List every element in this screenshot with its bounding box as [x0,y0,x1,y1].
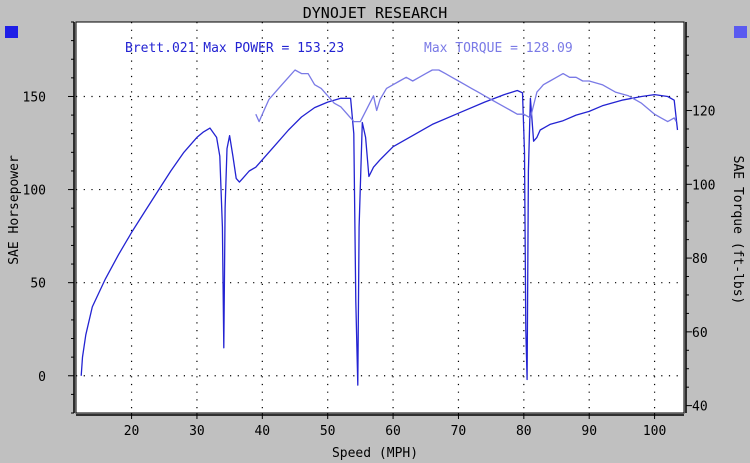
y-left-tick-label: 0 [38,370,46,385]
power-annotation: Brett.021 Max POWER = 153.23 [125,41,344,56]
x-tick-label: 100 [643,424,666,439]
y-left-tick-label: 150 [23,90,46,105]
plot-area [76,22,684,413]
torque-line [255,69,677,123]
x-tick-label: 70 [451,424,467,439]
y-axis-label-left: SAE Horsepower [7,155,22,265]
series-group [80,69,679,386]
x-tick-label: 80 [516,424,532,439]
x-tick-label: 40 [254,424,270,439]
plot-frame [73,21,687,416]
x-axis-label: Speed (MPH) [332,446,418,461]
x-tick-label: 90 [581,424,597,439]
y-right-tick-label: 80 [692,252,708,267]
y-right-tick-label: 120 [692,105,715,120]
x-tick-label: 20 [124,424,140,439]
torque-annotation: Max TORQUE = 128.09 [424,41,573,56]
power-legend-swatch [5,26,18,38]
axis-ticks: 20 30 40 50 60 70 80 90 100 0 50 100 150 40 60 80 100 120 [23,21,715,439]
y-right-tick-label: 40 [692,400,708,415]
x-tick-label: 50 [320,424,336,439]
y-left-tick-label: 50 [30,277,46,292]
y-left-tick-label: 100 [23,184,46,199]
y-right-tick-label: 100 [692,178,715,193]
y-right-tick-label: 60 [692,326,708,341]
plot-border [75,21,685,414]
x-tick-label: 30 [189,424,205,439]
power-line [80,89,679,386]
x-tick-label: 60 [385,424,401,439]
torque-legend-swatch [734,26,747,38]
chart-title: DYNOJET RESEARCH [303,4,448,22]
y-axis-label-right: SAE Torque (ft-lbs) [730,156,745,305]
